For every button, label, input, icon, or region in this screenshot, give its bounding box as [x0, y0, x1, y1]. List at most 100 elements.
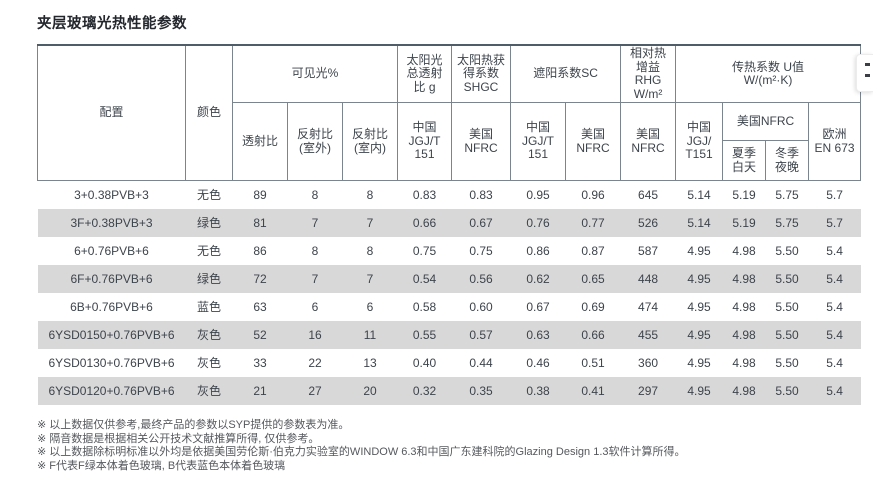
col-group-u-value: 传热系数 U值 W/(m²·K) [675, 44, 862, 103]
cell-value: 4.95 [687, 384, 711, 398]
col-header-rhg-usa: 美国 NFRC [620, 102, 677, 181]
cell-config: 6+0.76PVB+6 [74, 244, 149, 258]
cell-value: 448 [638, 272, 659, 286]
cell-value: 5.7 [826, 216, 843, 230]
col-header-u-summer: 夏季 白天 [722, 140, 767, 181]
col-header-u-usa-nfrc: 美国NFRC [722, 102, 810, 141]
cell-value: 0.87 [581, 244, 605, 258]
cell-value: 0.46 [526, 356, 550, 370]
cell-value: 21 [253, 384, 267, 398]
cell-value: 0.56 [469, 272, 493, 286]
cell-color: 蓝色 [196, 300, 221, 314]
cell-color: 灰色 [196, 356, 221, 370]
col-group-rhg: 相对热 增益RHG W/m² [620, 44, 677, 103]
cell-value: 0.55 [412, 328, 437, 342]
header-row-seasons: 夏季 白天 冬季 夜晚 [38, 140, 861, 181]
dash-icon [865, 74, 870, 77]
cell-value: 0.62 [526, 272, 550, 286]
table-row: 3F+0.38PVB+3 绿色 81 7 7 0.66 0.67 0.76 0.… [37, 209, 861, 237]
cell-value: 0.38 [526, 384, 550, 398]
cell-value: 63 [253, 300, 267, 314]
cell-value: 0.41 [581, 384, 605, 398]
cell-value: 5.4 [826, 356, 843, 370]
table-body: 3+0.38PVB+3 无色 89 8 8 0.83 0.83 0.95 0.9… [37, 181, 861, 405]
cell-value: 4.95 [687, 272, 711, 286]
cell-value: 81 [253, 216, 267, 230]
cell-value: 5.7 [826, 188, 843, 202]
cell-value: 0.75 [469, 244, 493, 258]
cell-value: 0.60 [469, 300, 493, 314]
cell-value: 526 [638, 216, 659, 230]
cell-value: 5.50 [775, 244, 799, 258]
table-header: 配置 颜色 可见光% 太阳光 总透射 比 g 太阳热获 得系数 SHGC 遮阳系… [37, 44, 862, 181]
cell-config: 6YSD0130+0.76PVB+6 [48, 356, 175, 370]
col-header-g-china: 中国 JGJ/T 151 [397, 102, 453, 181]
col-header-u-china: 中国 JGJ/ T151 [675, 102, 724, 181]
footnote: ※ 以上数据仅供参考,最终产品的参数以SYP提供的参数表为准。 [37, 419, 350, 431]
cell-color: 绿色 [196, 272, 221, 286]
cell-value: 27 [308, 384, 322, 398]
table-row: 6B+0.76PVB+6 蓝色 63 6 6 0.58 0.60 0.67 0.… [38, 293, 861, 321]
dash-icon [865, 63, 870, 66]
cell-value: 89 [253, 188, 267, 202]
cell-value: 7 [366, 216, 374, 230]
table-row: 6YSD0130+0.76PVB+6 灰色 33 22 13 0.40 0.44… [38, 349, 861, 377]
cell-value: 0.83 [469, 188, 493, 202]
footnote: ※ 隔音数据是根据相关公开技术文献推算所得, 仅供参考。 [37, 432, 320, 445]
page-title: 夹层玻璃光热性能参数 [37, 16, 187, 32]
cell-config: 3+0.38PVB+3 [74, 188, 149, 202]
cell-config: 6F+0.76PVB+6 [70, 272, 153, 286]
col-group-shgc: 太阳热获 得系数 SHGC [451, 44, 512, 103]
cell-value: 0.75 [412, 244, 437, 258]
col-header-shgc-usa: 美国 NFRC [451, 102, 512, 181]
floating-widget[interactable] [856, 54, 873, 92]
cell-value: 4.95 [687, 356, 711, 370]
cell-color: 灰色 [196, 328, 221, 342]
cell-value: 0.57 [469, 328, 493, 342]
cell-value: 5.50 [775, 300, 799, 314]
col-header-sc-china: 中国 JGJ/T 151 [510, 102, 567, 181]
col-group-visible-light: 可见光% [231, 44, 399, 103]
cell-value: 0.86 [526, 244, 550, 258]
table-row: 6YSD0120+0.76PVB+6 灰色 21 27 20 0.32 0.35… [37, 377, 861, 405]
table-row: 6F+0.76PVB+6 绿色 72 7 7 0.54 0.56 0.62 0.… [37, 265, 861, 293]
cell-value: 5.14 [687, 216, 711, 230]
cell-value: 5.50 [775, 272, 799, 286]
cell-value: 6 [366, 300, 374, 314]
cell-value: 0.67 [469, 216, 493, 230]
cell-value: 8 [311, 188, 319, 202]
cell-value: 0.58 [412, 300, 437, 314]
cell-value: 0.66 [581, 328, 605, 342]
cell-value: 587 [638, 244, 659, 258]
cell-value: 0.32 [412, 384, 437, 398]
table-row: 3+0.38PVB+3 无色 89 8 8 0.83 0.83 0.95 0.9… [38, 181, 861, 210]
cell-value: 8 [311, 244, 319, 258]
cell-value: 0.51 [581, 356, 605, 370]
footnote: ※ 以上数据除标明标准以外均是依据美国劳伦斯·伯克力实验室的WINDOW 6.3… [37, 446, 686, 458]
cell-value: 4.98 [732, 356, 756, 370]
cell-value: 5.4 [826, 328, 843, 342]
cell-value: 0.76 [526, 216, 550, 230]
col-header-sc-usa: 美国 NFRC [565, 102, 622, 181]
cell-color: 无色 [196, 188, 221, 202]
cell-value: 4.98 [732, 272, 756, 286]
cell-color: 绿色 [196, 216, 221, 230]
cell-value: 0.77 [581, 216, 605, 230]
cell-value: 5.4 [826, 384, 843, 398]
cell-config: 6YSD0150+0.76PVB+6 [48, 328, 175, 342]
cell-config: 6YSD0120+0.76PVB+6 [48, 384, 175, 398]
cell-value: 5.75 [775, 188, 799, 202]
cell-value: 4.98 [732, 328, 756, 342]
cell-value: 5.75 [775, 216, 799, 230]
col-header-u-europe: 欧洲 EN 673 [808, 102, 862, 181]
cell-config: 3F+0.38PVB+3 [70, 216, 153, 230]
cell-value: 4.98 [732, 384, 756, 398]
col-header-reflectance-outdoor: 反射比 (室外) [287, 102, 343, 181]
col-group-solar-g: 太阳光 总透射 比 g [397, 44, 453, 103]
cell-config: 6B+0.76PVB+6 [70, 300, 153, 314]
cell-value: 0.69 [581, 300, 605, 314]
cell-value: 5.4 [826, 272, 843, 286]
cell-value: 4.98 [732, 300, 756, 314]
cell-color: 灰色 [196, 384, 221, 398]
cell-value: 5.14 [687, 188, 711, 202]
